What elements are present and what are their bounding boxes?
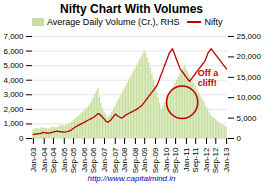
svg-text:Sep-06: Sep-06 [89,147,98,173]
svg-text:Jan-08: Jan-08 [120,147,129,172]
svg-text:0: 0 [237,134,242,143]
svg-text:Off acliff!: Off acliff! [198,68,219,88]
svg-text:Sep-04: Sep-04 [49,147,58,173]
svg-text:5,000: 5,000 [3,61,24,70]
svg-text:Jan-06: Jan-06 [80,147,89,172]
svg-text:Jan-03: Jan-03 [29,147,38,172]
svg-text:Sep-11: Sep-11 [191,147,200,173]
html-text:Nifty Chart With Volumes: Nifty Chart With Volumes [60,2,203,16]
svg-text:4,000: 4,000 [3,76,24,85]
svg-text:7,000: 7,000 [3,32,24,41]
svg-text:Sep-10: Sep-10 [171,147,180,173]
svg-text:1,000: 1,000 [3,119,24,128]
svg-text:2,000: 2,000 [3,105,24,114]
svg-text:5,000: 5,000 [237,114,258,123]
svg-text:Jan-10: Jan-10 [162,147,171,172]
svg-text:Jan-05: Jan-05 [60,147,69,172]
html-text:http://www.capitalmind.in: http://www.capitalmind.in [87,174,176,183]
svg-text:20,000: 20,000 [237,52,262,61]
svg-text:Sep-09: Sep-09 [151,147,160,173]
svg-text:Sep-08: Sep-08 [131,147,140,173]
svg-text:Jan-09: Jan-09 [140,147,149,172]
svg-text:0: 0 [19,134,24,143]
svg-text:Jan-12: Jan-12 [202,147,211,172]
svg-text:3,000: 3,000 [3,90,24,99]
svg-text:Jan-11: Jan-11 [182,147,191,171]
svg-text:25,000: 25,000 [237,32,262,41]
html-text:Nifty: Nifty [204,17,223,27]
svg-text:Jan-07: Jan-07 [100,147,109,172]
svg-text:Jan-13: Jan-13 [222,147,231,172]
svg-text:15,000: 15,000 [237,73,262,82]
svg-text:6,000: 6,000 [3,47,24,56]
svg-text:Jan-04: Jan-04 [40,147,49,172]
svg-text:10,000: 10,000 [237,93,262,102]
svg-text:Sep-07: Sep-07 [111,147,120,173]
svg-text:Sep-05: Sep-05 [69,147,78,173]
html-text:Average Daily Volume (Cr.), RH: Average Daily Volume (Cr.), RHS [47,17,180,27]
svg-text:Sep-12: Sep-12 [211,147,220,173]
